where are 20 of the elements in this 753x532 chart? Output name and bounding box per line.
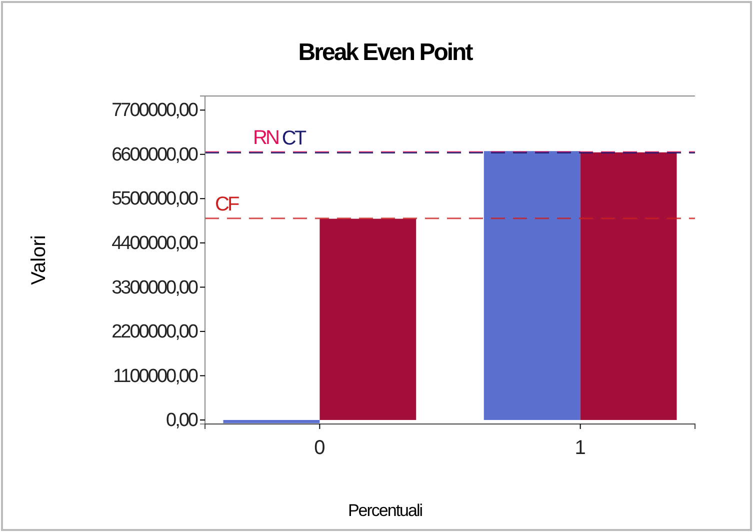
x-tick-label: 0 [314,437,326,459]
y-tick-label: 5500000,00 [112,188,198,210]
y-tick-label: 3300000,00 [112,277,198,298]
y-tick-label: 6600000,00 [112,144,198,166]
ref-line-label: CF [215,193,240,216]
y-tick-label: 7700000,00 [112,100,198,122]
ref-line-label: CT [282,128,306,150]
bar [484,151,580,420]
ref-line-label: RN [253,126,278,149]
chart-title: Break Even Point [298,39,474,66]
y-tick-label: 2200000,00 [112,322,198,343]
y-axis-title: Valori [28,235,50,285]
bar [223,420,320,424]
bar [320,218,416,420]
y-tick-label: 0,00 [166,410,198,432]
bar [580,152,677,420]
x-axis-title: Percentuali [348,501,422,520]
y-tick-label: 1100000,00 [113,366,198,387]
y-tick-label: 4400000,00 [112,232,198,254]
x-tick-label: 1 [574,437,586,459]
